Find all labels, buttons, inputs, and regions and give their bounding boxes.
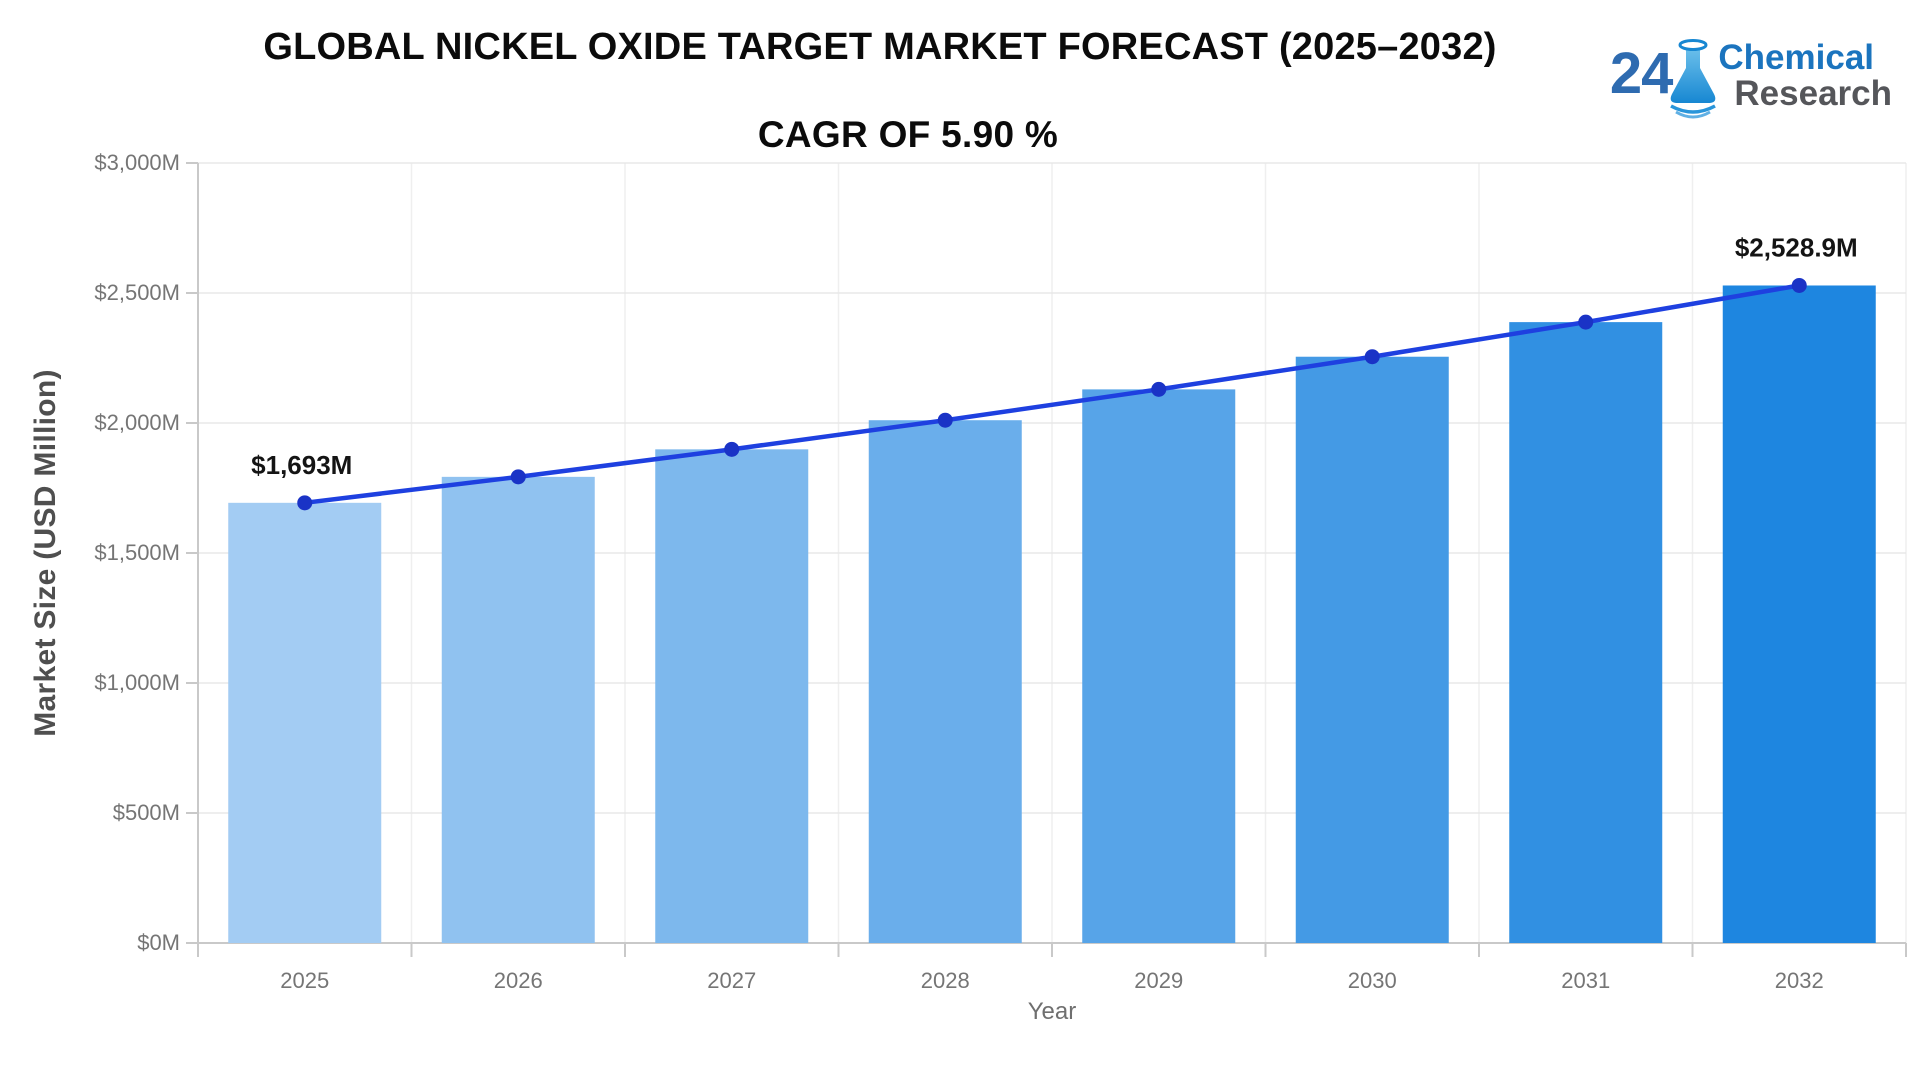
y-tick-label: $2,000M bbox=[94, 410, 180, 435]
y-tick-label: $3,000M bbox=[94, 150, 180, 175]
bar-2031 bbox=[1509, 322, 1663, 943]
bar-2028 bbox=[868, 420, 1022, 943]
logo-word-research: Research bbox=[1734, 74, 1892, 113]
x-tick-label: 2030 bbox=[1348, 968, 1397, 993]
marker-2025 bbox=[297, 495, 313, 511]
x-tick-label: 2027 bbox=[707, 968, 756, 993]
y-tick-label: $500M bbox=[113, 800, 180, 825]
flask-icon bbox=[1670, 39, 1717, 119]
bar-2027 bbox=[655, 449, 809, 943]
bar-2025 bbox=[228, 502, 382, 943]
y-tick-label: $2,500M bbox=[94, 280, 180, 305]
logo-number: 24 bbox=[1609, 41, 1674, 106]
x-tick-label: 2026 bbox=[494, 968, 543, 993]
bar-2032 bbox=[1722, 285, 1876, 944]
chart-title: GLOBAL NICKEL OXIDE TARGET MARKET FORECA… bbox=[263, 26, 1497, 68]
bar-2029 bbox=[1082, 389, 1236, 944]
marker-2029 bbox=[1151, 381, 1167, 397]
y-tick-label: $1,500M bbox=[94, 540, 180, 565]
trend-line bbox=[304, 283, 1800, 506]
x-tick-label: 2029 bbox=[1134, 968, 1183, 993]
x-tick-label: 2025 bbox=[280, 968, 329, 993]
chart-subtitle: CAGR OF 5.90 % bbox=[757, 114, 1059, 155]
x-tick-label: 2032 bbox=[1775, 968, 1824, 993]
y-tick-label: $0M bbox=[137, 930, 180, 955]
bar-2030 bbox=[1295, 356, 1449, 943]
x-tick-label: 2031 bbox=[1561, 968, 1610, 993]
company-logo: 24 Chemical Research bbox=[1610, 34, 1892, 124]
bar-2026 bbox=[441, 476, 595, 943]
logo-word-chemical: Chemical bbox=[1718, 38, 1875, 77]
marker-2026 bbox=[510, 469, 526, 485]
marker-2031 bbox=[1578, 314, 1594, 330]
marker-2032 bbox=[1791, 277, 1807, 293]
marker-2027 bbox=[724, 441, 740, 457]
marker-2028 bbox=[937, 412, 953, 428]
annotation-2025: $1,693M bbox=[251, 450, 352, 480]
marker-2030 bbox=[1364, 349, 1380, 365]
x-tick-label: 2028 bbox=[921, 968, 970, 993]
y-tick-label: $1,000M bbox=[94, 670, 180, 695]
annotation-2032: $2,528.9M bbox=[1735, 232, 1858, 262]
x-axis-title: Year bbox=[1027, 998, 1077, 1025]
